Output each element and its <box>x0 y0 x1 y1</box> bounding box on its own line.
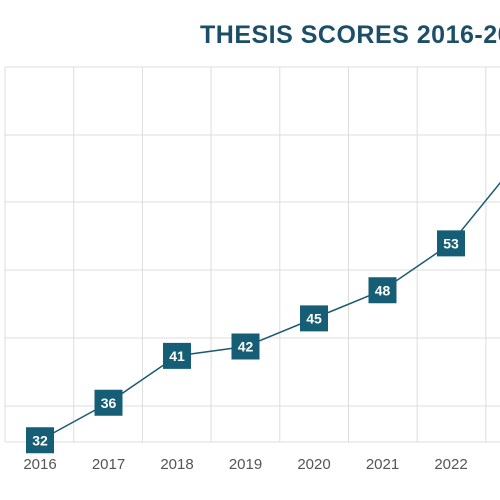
x-tick-label: 2016 <box>23 456 56 473</box>
x-tick-label: 2019 <box>229 456 262 473</box>
data-label-text: 36 <box>101 395 117 411</box>
x-tick-label: 2021 <box>366 456 399 473</box>
x-tick-label: 2020 <box>297 456 330 473</box>
data-label: 45 <box>300 305 328 332</box>
data-label-text: 42 <box>238 339 254 355</box>
data-label: 48 <box>368 277 397 304</box>
grid <box>4 66 500 443</box>
data-label-box <box>94 389 123 416</box>
data-label: 41 <box>163 342 191 369</box>
data-label-box <box>26 427 54 454</box>
chart-title: THESIS SCORES 2016-2023 <box>200 21 500 49</box>
data-label-box <box>163 342 191 369</box>
data-label-box <box>437 230 465 257</box>
data-label-text: 48 <box>375 282 391 298</box>
x-axis-ticks: 20162017201820192020202120222023 <box>23 456 467 473</box>
data-label-text: 32 <box>32 432 48 448</box>
data-label-box <box>368 277 397 304</box>
data-label: 42 <box>231 333 260 360</box>
x-tick-label: 2018 <box>160 456 193 473</box>
x-tick-label: 2022 <box>434 456 467 473</box>
data-label-text: 53 <box>443 235 459 251</box>
x-tick-label: 2017 <box>92 456 125 473</box>
data-label-box <box>231 333 260 360</box>
data-label: 53 <box>437 230 465 257</box>
data-label-text: 41 <box>169 348 185 364</box>
data-labels: 3236414245485362 <box>26 230 465 454</box>
data-label: 36 <box>94 389 123 416</box>
data-label-text: 45 <box>306 310 322 326</box>
data-label-box <box>300 305 328 332</box>
data-label: 32 <box>26 427 54 454</box>
